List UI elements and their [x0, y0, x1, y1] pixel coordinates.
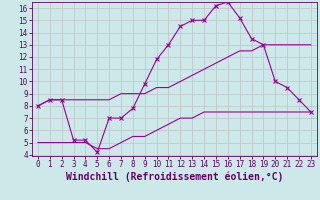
X-axis label: Windchill (Refroidissement éolien,°C): Windchill (Refroidissement éolien,°C) [66, 172, 283, 182]
